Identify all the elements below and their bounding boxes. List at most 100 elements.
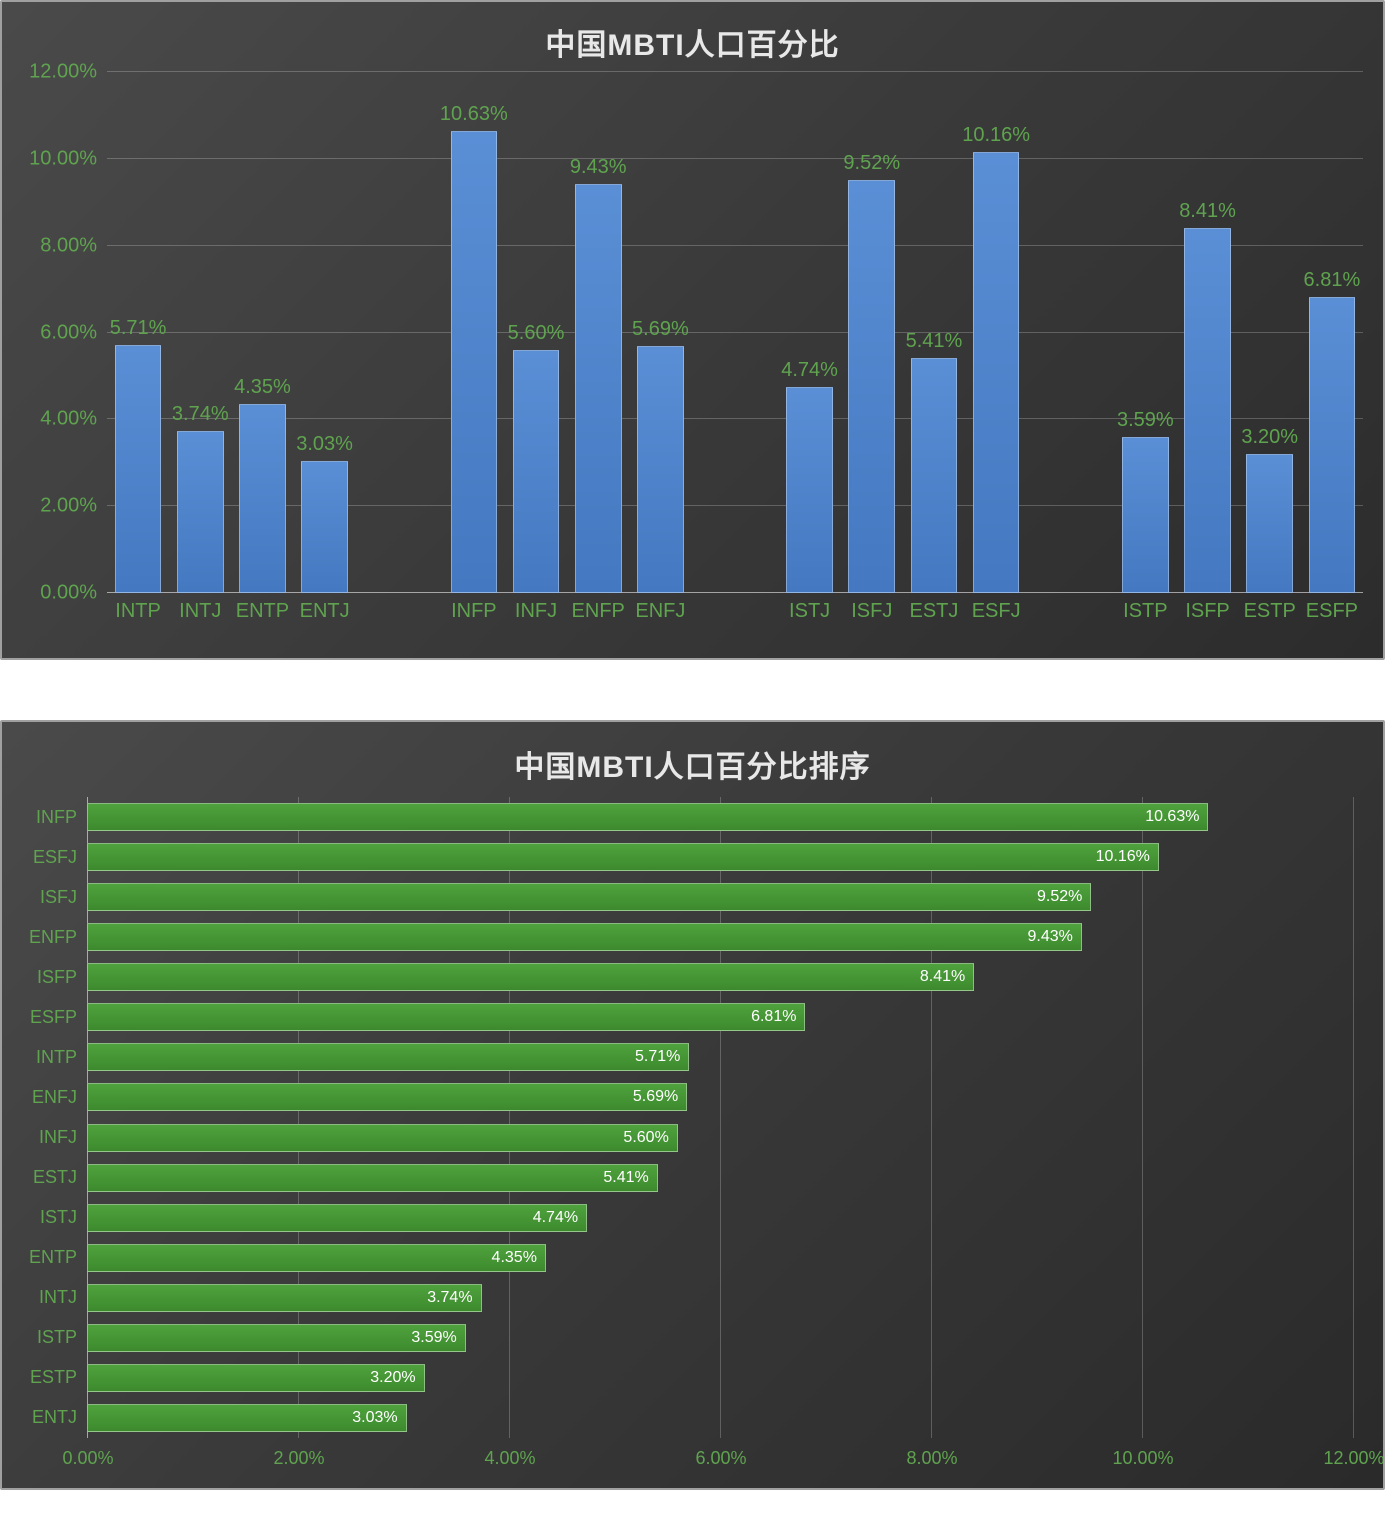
hbar-estp: 3.20%	[87, 1364, 425, 1392]
y-axis-label: ENFJ	[32, 1087, 77, 1108]
y-axis-label: 2.00%	[40, 495, 97, 518]
hbar-value-label: 9.52%	[1037, 888, 1082, 906]
x-axis-label: ESFP	[1306, 600, 1358, 623]
bar-entp: 4.35%ENTP	[239, 404, 286, 593]
y-axis-label: INFP	[36, 807, 77, 828]
x-axis-label: 10.00%	[1112, 1448, 1173, 1469]
x-axis-label: ENFP	[572, 600, 625, 623]
hbar-row-istp: ISTP3.59%	[87, 1318, 1353, 1358]
y-axis-label: ISTP	[37, 1327, 77, 1348]
bars-layer: 5.71%INTP3.74%INTJ4.35%ENTP3.03%ENTJ10.6…	[107, 72, 1363, 593]
hbar-value-label: 4.35%	[492, 1249, 537, 1267]
hbar-estj: 5.41%	[87, 1164, 658, 1192]
bar-value-label: 9.52%	[843, 152, 900, 175]
x-axis-label: ESFJ	[972, 600, 1021, 623]
y-axis-label: ENTP	[29, 1247, 77, 1268]
hbar-istp: 3.59%	[87, 1324, 466, 1352]
y-axis-label: ESTJ	[33, 1167, 77, 1188]
y-axis-label: 10.00%	[29, 147, 97, 170]
hbar-row-intj: INTJ3.74%	[87, 1278, 1353, 1318]
x-axis-label: ESTJ	[910, 600, 959, 623]
hbar-entp: 4.35%	[87, 1244, 546, 1272]
bar-value-label: 10.16%	[962, 124, 1030, 147]
bar-value-label: 6.81%	[1304, 269, 1361, 292]
x-axis-label: ISFJ	[851, 600, 892, 623]
x-axis-label: 12.00%	[1323, 1448, 1384, 1469]
hbar-value-label: 3.03%	[352, 1409, 397, 1427]
hbar-enfp: 9.43%	[87, 923, 1082, 951]
hbar-row-enfj: ENFJ5.69%	[87, 1077, 1353, 1117]
hbar-row-entp: ENTP4.35%	[87, 1238, 1353, 1278]
x-axis-label: INFJ	[515, 600, 557, 623]
x-axis-label: INTJ	[179, 600, 221, 623]
hbar-value-label: 3.59%	[411, 1329, 456, 1347]
x-axis-label: ENTJ	[300, 600, 350, 623]
bar-enfp: 9.43%ENFP	[575, 184, 622, 593]
hbar-esfp: 6.81%	[87, 1003, 805, 1031]
mbti-bar-chart: 中国MBTI人口百分比 0.00%2.00%4.00%6.00%8.00%10.…	[0, 0, 1385, 660]
x-axis-label: 6.00%	[695, 1448, 746, 1469]
hbar-value-label: 10.63%	[1145, 808, 1199, 826]
hbar-value-label: 9.43%	[1027, 928, 1072, 946]
y-axis-label: ESFJ	[33, 847, 77, 868]
bar-entj: 3.03%ENTJ	[301, 461, 348, 593]
x-axis-label: ISFP	[1185, 600, 1229, 623]
bar-value-label: 3.03%	[296, 433, 353, 456]
x-axis-label: 2.00%	[273, 1448, 324, 1469]
bar-isfp: 8.41%ISFP	[1184, 228, 1231, 593]
y-axis-label: ESTP	[30, 1367, 77, 1388]
bar-esfp: 6.81%ESFP	[1309, 297, 1356, 593]
bar-isfj: 9.52%ISFJ	[848, 180, 895, 593]
hbar-row-istj: ISTJ4.74%	[87, 1198, 1353, 1238]
hbar-istj: 4.74%	[87, 1204, 587, 1232]
bar-value-label: 4.35%	[234, 376, 291, 399]
y-axis-label: ISFJ	[40, 887, 77, 908]
bar-esfj: 10.16%ESFJ	[973, 152, 1020, 593]
hbar-row-esfj: ESFJ10.16%	[87, 837, 1353, 877]
hbar-isfp: 8.41%	[87, 963, 974, 991]
bar-value-label: 8.41%	[1179, 200, 1236, 223]
bar-value-label: 3.20%	[1241, 426, 1298, 449]
hbar-row-estj: ESTJ5.41%	[87, 1158, 1353, 1198]
hbar-row-isfj: ISFJ9.52%	[87, 877, 1353, 917]
hbar-infp: 10.63%	[87, 803, 1208, 831]
hbar-value-label: 3.74%	[427, 1289, 472, 1307]
chart1-plot-area: 0.00%2.00%4.00%6.00%8.00%10.00%12.00%5.7…	[107, 72, 1363, 593]
bar-value-label: 5.71%	[110, 317, 167, 340]
bar-value-label: 10.63%	[440, 103, 508, 126]
hbar-row-entj: ENTJ3.03%	[87, 1398, 1353, 1438]
chart-title: 中国MBTI人口百分比排序	[514, 742, 870, 786]
bar-infj: 5.60%INFJ	[513, 350, 560, 593]
bar-istp: 3.59%ISTP	[1122, 437, 1169, 593]
y-axis-label: 0.00%	[40, 582, 97, 605]
x-axis-label: ESTP	[1244, 600, 1296, 623]
y-axis-label: 4.00%	[40, 408, 97, 431]
x-axis-label: ENTP	[236, 600, 289, 623]
bar-estp: 3.20%ESTP	[1246, 454, 1293, 593]
hbar-value-label: 6.81%	[751, 1008, 796, 1026]
bar-value-label: 3.59%	[1117, 409, 1174, 432]
hbar-enfj: 5.69%	[87, 1083, 687, 1111]
hbar-row-estp: ESTP3.20%	[87, 1358, 1353, 1398]
bar-istj: 4.74%ISTJ	[786, 387, 833, 593]
hbar-row-enfp: ENFP9.43%	[87, 917, 1353, 957]
y-axis-label: 6.00%	[40, 321, 97, 344]
bar-value-label: 5.69%	[632, 318, 689, 341]
x-axis-label: 0.00%	[62, 1448, 113, 1469]
hbar-row-intp: INTP5.71%	[87, 1037, 1353, 1077]
hbar-isfj: 9.52%	[87, 883, 1091, 911]
hbar-value-label: 4.74%	[533, 1209, 578, 1227]
hbar-value-label: 3.20%	[370, 1369, 415, 1387]
gridline: 12.00%	[1353, 797, 1354, 1438]
bar-value-label: 3.74%	[172, 403, 229, 426]
hbar-infj: 5.60%	[87, 1124, 678, 1152]
y-axis-label: ENFP	[29, 927, 77, 948]
hbar-value-label: 5.71%	[635, 1048, 680, 1066]
bar-value-label: 5.41%	[906, 330, 963, 353]
x-axis-label: 4.00%	[484, 1448, 535, 1469]
bar-intp: 5.71%INTP	[115, 345, 162, 593]
y-axis-label: INTP	[36, 1047, 77, 1068]
y-axis-label: ESFP	[30, 1007, 77, 1028]
hbar-row-infp: INFP10.63%	[87, 797, 1353, 837]
chart-title: 中国MBTI人口百分比	[545, 20, 839, 64]
